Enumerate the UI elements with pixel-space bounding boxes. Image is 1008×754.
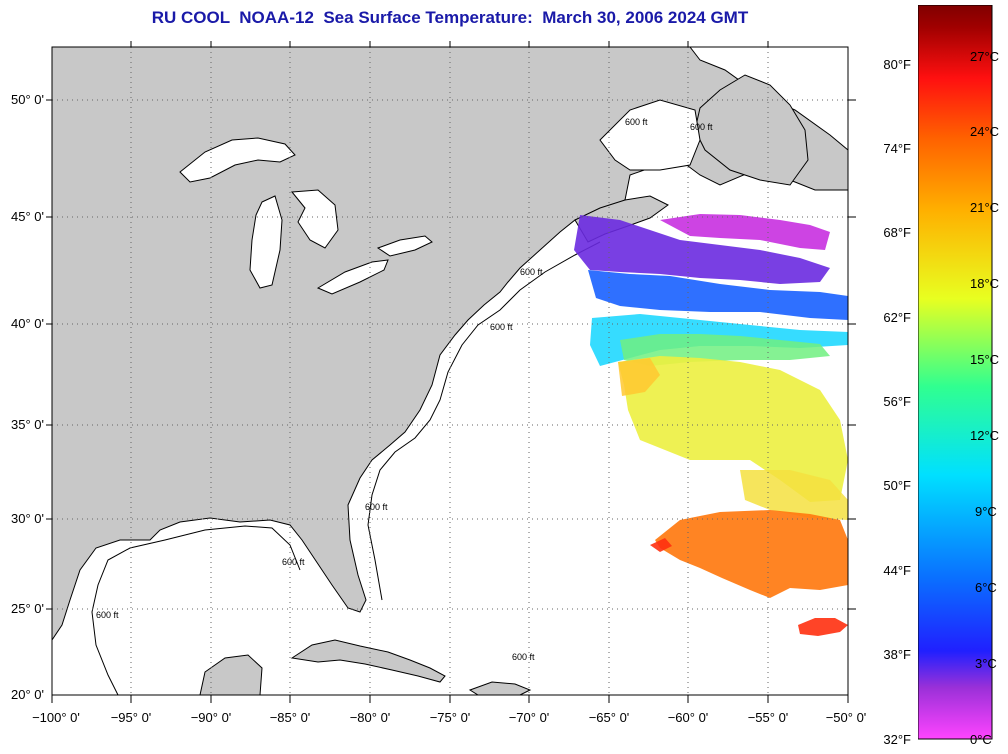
lon-label: −95° 0' — [111, 710, 152, 725]
sst-data-overlay — [574, 214, 848, 636]
sst-region-cold-magenta — [660, 214, 830, 250]
great-lake-ontario — [376, 235, 433, 257]
cuba — [290, 639, 446, 683]
lat-label: 20° 0' — [11, 687, 44, 702]
newfoundland — [694, 74, 809, 186]
contour-label: 600 ft — [690, 122, 713, 132]
great-lake-superior — [179, 137, 296, 183]
lon-label: −55° 0' — [748, 710, 789, 725]
lon-label: −80° 0' — [350, 710, 391, 725]
lon-label: −100° 0' — [32, 710, 80, 725]
contour-label: 600 ft — [282, 557, 305, 567]
lat-label: 45° 0' — [11, 209, 44, 224]
lat-label: 30° 0' — [11, 511, 44, 526]
contour-label: 600 ft — [365, 502, 388, 512]
latitude-labels: 50° 0' 45° 0' 40° 0' 35° 0' 30° 0' 25° 0… — [11, 92, 44, 702]
celsius-label: 12°C — [970, 428, 1000, 443]
lon-label: −50° 0' — [826, 710, 867, 725]
lon-label: −90° 0' — [191, 710, 232, 725]
sst-region-yellow-lower — [740, 470, 848, 520]
sst-map: 600 ft 600 ft 600 ft 600 ft 600 ft 600 f… — [11, 41, 911, 747]
contour-label: 600 ft — [96, 610, 119, 620]
lat-label: 50° 0' — [11, 92, 44, 107]
sst-region-blue — [588, 270, 848, 320]
axis-ticks — [46, 41, 856, 703]
north-america-land — [51, 46, 849, 642]
celsius-label: 6°C — [975, 580, 997, 595]
colorbar-gradient — [918, 5, 993, 740]
celsius-label: 0°C — [970, 732, 992, 747]
great-lake-michigan — [249, 195, 283, 289]
fahrenheit-label: 68°F — [883, 225, 911, 240]
contour-label: 600 ft — [490, 322, 513, 332]
sst-region-orange — [655, 510, 848, 598]
sst-region-violet — [574, 215, 830, 284]
land-masses — [51, 46, 849, 696]
fahrenheit-label: 50°F — [883, 478, 911, 493]
sst-region-red-orange — [798, 618, 848, 636]
fahrenheit-label: 44°F — [883, 563, 911, 578]
celsius-label: 24°C — [970, 124, 1000, 139]
fahrenheit-label: 62°F — [883, 310, 911, 325]
celsius-label: 9°C — [975, 504, 997, 519]
temperature-colorbar — [918, 5, 993, 740]
great-lake-huron — [291, 189, 339, 249]
gulf-of-st-lawrence — [599, 99, 701, 171]
lon-label: −60° 0' — [668, 710, 709, 725]
great-lake-erie — [316, 259, 389, 295]
celsius-label: 15°C — [970, 352, 1000, 367]
lon-label: −85° 0' — [270, 710, 311, 725]
fahrenheit-label: 56°F — [883, 394, 911, 409]
contour-labels: 600 ft 600 ft 600 ft 600 ft 600 ft 600 f… — [96, 117, 713, 662]
lon-label: −70° 0' — [509, 710, 550, 725]
lat-label: 40° 0' — [11, 316, 44, 331]
lat-label: 25° 0' — [11, 601, 44, 616]
lat-lon-grid — [52, 47, 848, 695]
celsius-label: 21°C — [970, 200, 1000, 215]
lon-label: −65° 0' — [589, 710, 630, 725]
contour-label: 600 ft — [512, 652, 535, 662]
celsius-label: 27°C — [970, 49, 1000, 64]
lon-label: −75° 0' — [430, 710, 471, 725]
fahrenheit-label: 74°F — [883, 141, 911, 156]
fahrenheit-label: 32°F — [883, 732, 911, 747]
fahrenheit-labels: 80°F 74°F 68°F 62°F 56°F 50°F 44°F 38°F … — [883, 57, 911, 747]
fahrenheit-label: 38°F — [883, 647, 911, 662]
contour-label: 600 ft — [625, 117, 648, 127]
fahrenheit-label: 80°F — [883, 57, 911, 72]
sst-region-yellow — [618, 356, 848, 502]
map-title: RU COOL NOAA-12 Sea Surface Temperature:… — [151, 8, 749, 27]
sst-region-red-small — [650, 538, 672, 552]
contour-label: 600 ft — [520, 267, 543, 277]
celsius-label: 18°C — [970, 276, 1000, 291]
lat-label: 35° 0' — [11, 417, 44, 432]
bathymetry-contour-600ft — [91, 241, 601, 696]
celsius-label: 3°C — [975, 656, 997, 671]
sst-region-light-orange — [618, 358, 660, 396]
longitude-labels: −100° 0' −95° 0' −90° 0' −85° 0' −80° 0'… — [32, 710, 866, 725]
